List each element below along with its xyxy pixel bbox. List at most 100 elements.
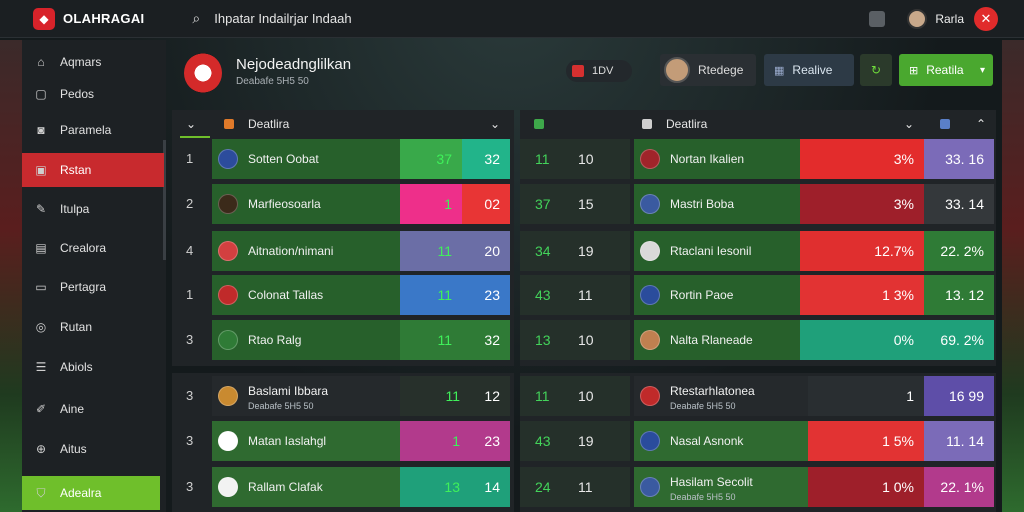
sidebar-item-8[interactable]: ☰ Abiols [22,350,164,384]
sidebar-item-3[interactable]: ▣ Rstan [22,153,164,187]
value-cell-1: 11 [400,275,462,315]
team-name: Rtestarhlatonea [670,383,755,398]
sidebar-item-11[interactable]: ⛉ Adealra [22,476,160,510]
stat-a: 13 [535,332,551,348]
globe-icon: ⊕ [35,442,47,456]
sidebar-item-10[interactable]: ⊕ Aitus [22,432,164,466]
sidebar-item-7[interactable]: ◎ Rutan [22,310,164,344]
table-row[interactable]: Aitnation/nimani [212,231,400,271]
right-table-header[interactable]: Deatlira [642,110,707,138]
refresh-button[interactable]: ↻ [860,54,892,86]
user-avatar[interactable] [907,9,928,29]
value-cell-2: 20 [462,231,510,271]
sidebar-item-6[interactable]: ▭ Pertagra [22,270,164,304]
table-row[interactable]: Sotten Oobat [212,139,400,179]
table-row[interactable]: Rtaclani Iesonil [634,231,800,271]
sidebar-item-0[interactable]: ⌂ Aqmars [22,45,164,79]
value-cell-2: 23 [462,275,510,315]
team-name: Hasilam Secolit [670,474,753,489]
table-row[interactable]: Nasal Asnonk [634,421,808,461]
team-name: Nalta Rlaneade [670,333,753,347]
page-title: Nejodeadnglilkan [236,56,352,73]
chevron-down-icon: ⌄ [904,117,915,131]
team-name: Colonat Tallas [248,288,324,302]
value-cell-1: 11 [400,231,462,271]
target-icon: ◎ [35,320,47,334]
percent-cell: 1 3% [800,275,924,315]
row-rank: 3 [186,479,194,494]
plus-box-icon: ⊞ [909,64,919,77]
stat-cell [520,467,630,507]
club-crest-icon [184,53,222,93]
search-icon[interactable]: ⌕ [192,10,201,26]
table-row[interactable]: Rortin Paoe [634,275,800,315]
profile-button[interactable]: Rtedege [660,54,756,86]
value-cell-2: 02 [462,184,510,224]
close-icon[interactable]: ✕ [974,7,998,31]
table-row[interactable]: Nalta Rlaneade [634,320,800,360]
team-crest-icon [640,431,660,451]
stat-cell [520,139,630,179]
stat-a: 43 [535,433,551,449]
left-table-dropdown[interactable]: ⌄ [490,110,500,138]
percent-cell: 1 [808,376,924,416]
team-crest-icon [218,477,238,497]
team-crest-icon [640,149,660,169]
sidebar-item-4[interactable]: ✎ Itulpa [22,192,164,226]
sidebar-item-5[interactable]: ▤ Crealora [22,231,164,265]
tv-icon [572,65,584,77]
table-row[interactable]: Rallam Clafak [212,467,400,507]
stat-b: 10 [578,151,594,167]
team-crest-icon [218,330,238,350]
table-row[interactable]: Colonat Tallas [212,275,400,315]
sidebar-scrollbar[interactable] [163,140,166,260]
team-subtitle: Deabafe 5H5 50 [248,400,314,411]
right-table-collapse[interactable]: ⌃ [976,110,986,138]
left-table-header[interactable]: Deatlira [224,110,289,138]
sidebar-item-label: Abiols [60,360,93,374]
sidebar-item-1[interactable]: ▢ Pedos [22,77,164,111]
team-crest-icon [218,241,238,261]
realive-button[interactable]: ▦ Realive [764,54,854,86]
table-row[interactable]: Marfieosoarla [212,184,400,224]
user-name[interactable]: Rarla [935,12,964,26]
table-row[interactable]: Matan Iaslahgl [212,421,400,461]
table-row[interactable]: Mastri Boba [634,184,800,224]
table-row[interactable]: Rtestarhlatonea Deabafe 5H5 50 [634,376,808,416]
tv-label: 1DV [592,65,614,77]
table-row[interactable]: Rtao Ralg [212,320,400,360]
left-table-sort[interactable]: ⌄ [186,110,196,138]
table-row[interactable]: Baslami Ibbara Deabafe 5H5 50 [212,376,400,416]
team-name: Rtaclani Iesonil [670,244,752,258]
list-icon: ☰ [35,360,47,374]
table-row[interactable]: Nortan Ikalien [634,139,800,179]
row-rank: 1 [186,151,194,166]
percent-cell: 1 5% [808,421,924,461]
team-name: Sotten Oobat [248,152,319,166]
value-cell-2: 23 [470,421,510,461]
team-crest-icon [640,241,660,261]
team-name: Rtao Ralg [248,333,302,347]
window-square-button[interactable] [869,11,886,27]
sort-icon: ⌄ [186,117,197,131]
sidebar-item-label: Itulpa [60,202,90,216]
stat-cell [520,320,630,360]
search-input[interactable]: Ihpatar Indailrjar Indaah [214,11,352,26]
value-cell: 13. 12 [924,275,994,315]
table-row[interactable]: Hasilam Secolit Deabafe 5H5 50 [634,467,808,507]
sidebar-item-9[interactable]: ✐ Aine [22,392,164,426]
team-name: Baslami Ibbara [248,383,329,398]
profile-button-label: Rtedege [698,63,744,77]
sidebar-item-2[interactable]: ◙ Paramela [22,113,164,147]
pen-icon: ✐ [35,402,47,416]
sidebar-item-label: Aitus [60,442,87,456]
right-table-filter[interactable] [940,110,964,138]
right-table-icon[interactable] [534,110,558,138]
green-square-icon [534,119,544,129]
right-table-dropdown[interactable]: ⌄ [904,110,914,138]
green-button-label: Reatila [926,63,964,77]
stat-b: 10 [578,388,594,404]
edit-icon: ✎ [35,202,47,216]
tv-pill[interactable]: 1DV [566,60,632,82]
green-dropdown-button[interactable]: ⊞ Reatila ▾ [899,54,993,86]
